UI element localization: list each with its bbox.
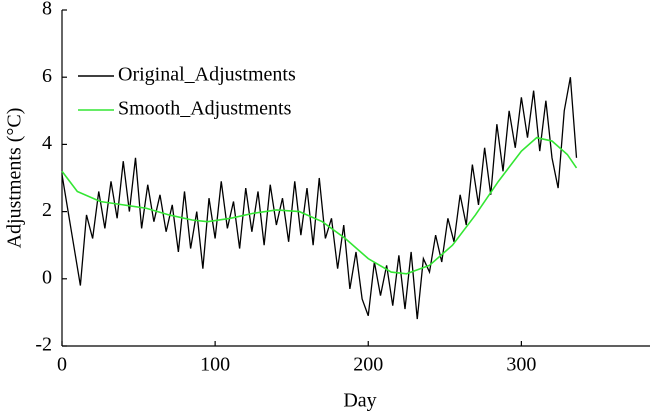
- y-tick-label: 2: [42, 199, 52, 221]
- line-series: [61, 136, 578, 275]
- x-tick-label: 100: [200, 354, 230, 376]
- y-tick-label: 8: [42, 0, 52, 20]
- legend-label: Smooth_Adjustments: [118, 98, 292, 120]
- legend-label: Original_Adjustments: [118, 64, 296, 86]
- x-tick-label: 200: [353, 354, 383, 376]
- x-tick-label: 300: [506, 354, 536, 376]
- y-tick-label: 6: [42, 65, 52, 87]
- y-tick-label: 4: [42, 132, 52, 154]
- x-axis-label: Day: [343, 390, 376, 412]
- y-tick-label: -2: [35, 334, 52, 356]
- y-tick-label: 0: [42, 266, 52, 288]
- line-series: [61, 77, 578, 320]
- y-axis-label: Adjustments (°C): [4, 108, 26, 249]
- x-tick-label: 0: [57, 354, 67, 376]
